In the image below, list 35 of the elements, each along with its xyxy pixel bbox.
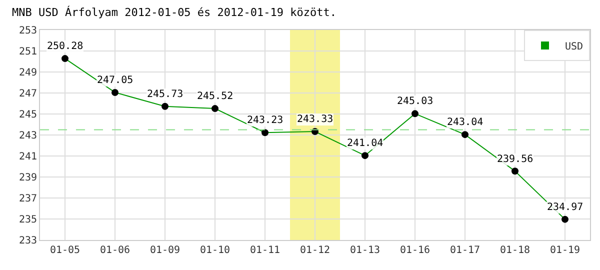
y-tick-label: 245 xyxy=(18,110,37,120)
data-label: 241.04 xyxy=(347,138,384,149)
x-tick-label: 01-13 xyxy=(350,245,380,256)
data-label: 245.73 xyxy=(147,89,184,100)
y-tick-label: 233 xyxy=(18,236,37,246)
data-label: 243.04 xyxy=(447,117,484,128)
x-tick-label: 01-19 xyxy=(550,245,580,256)
y-tick-label: 235 xyxy=(18,214,37,226)
chart-title: MNB USD Árfolyam 2012-01-05 és 2012-01-19 között. xyxy=(12,4,337,19)
x-tick-label: 01-12 xyxy=(300,245,330,256)
x-tick-label: 01-18 xyxy=(500,245,530,256)
data-label: 234.97 xyxy=(547,202,584,213)
data-label: 239.56 xyxy=(497,154,534,165)
data-label: 243.23 xyxy=(247,115,284,126)
data-label: 245.03 xyxy=(397,96,434,107)
y-tick-label: 247 xyxy=(18,88,37,100)
data-label: 250.28 xyxy=(47,41,84,52)
data-label: 247.05 xyxy=(97,75,134,86)
x-tick-label: 01-05 xyxy=(50,245,80,256)
data-label: 245.52 xyxy=(197,91,234,102)
x-tick-label: 01-09 xyxy=(150,245,180,256)
y-tick-label: 249 xyxy=(18,68,37,78)
x-tick-label: 01-11 xyxy=(250,245,280,256)
y-tick-label: 237 xyxy=(18,194,37,204)
x-tick-label: 01-06 xyxy=(100,245,130,256)
y-tick-label: 251 xyxy=(18,46,37,58)
x-tick-label: 01-17 xyxy=(450,245,480,256)
legend-label: USD xyxy=(565,41,584,52)
y-tick-label: 243 xyxy=(18,130,37,142)
y-tick-label: 253 xyxy=(18,26,37,36)
x-tick-label: 01-10 xyxy=(200,245,230,256)
y-tick-label: 239 xyxy=(18,172,37,184)
data-label: 243.33 xyxy=(297,114,334,125)
y-tick-label: 241 xyxy=(18,152,37,162)
x-tick-label: 01-16 xyxy=(400,245,430,256)
